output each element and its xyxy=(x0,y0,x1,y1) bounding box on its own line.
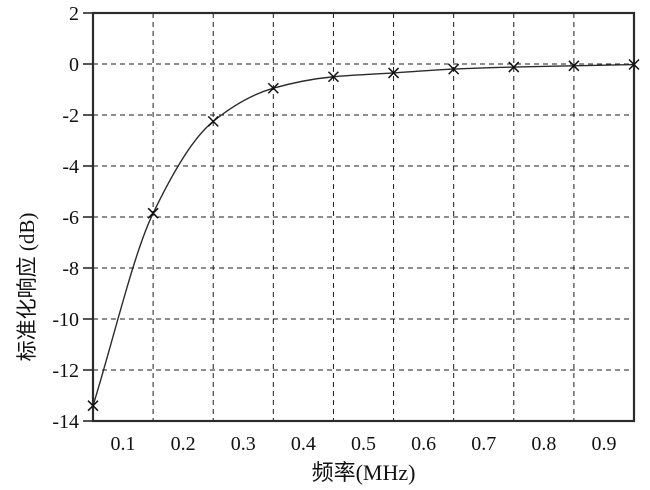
y-tick-label: -6 xyxy=(62,207,79,229)
x-tick-label: 0.1 xyxy=(111,433,136,455)
x-tick-label: 0.4 xyxy=(291,433,316,455)
y-tick-label: 0 xyxy=(69,54,79,76)
data-point-marker xyxy=(568,60,580,72)
x-tick-label: 0.9 xyxy=(591,433,616,455)
data-point-marker xyxy=(87,400,99,412)
y-tick-label: -12 xyxy=(52,360,79,382)
x-tick-label: 0.6 xyxy=(411,433,436,455)
y-tick-label: -2 xyxy=(62,105,79,127)
y-tick-label: -14 xyxy=(52,411,79,433)
data-point-marker xyxy=(267,82,279,94)
x-tick-label: 0.8 xyxy=(531,433,556,455)
data-point-marker xyxy=(207,115,219,127)
y-tick-label: -10 xyxy=(52,309,79,331)
x-tick-label: 0.7 xyxy=(471,433,496,455)
data-point-marker xyxy=(448,63,460,75)
y-tick-label: -4 xyxy=(62,156,79,178)
y-tick-label: 2 xyxy=(69,3,79,25)
data-point-marker xyxy=(147,207,159,219)
response-curve xyxy=(92,63,635,406)
y-axis-title: 标准化响应 (dB) xyxy=(15,212,39,362)
y-tick-label: -8 xyxy=(62,258,79,280)
data-point-marker xyxy=(628,58,640,71)
x-tick-label: 0.5 xyxy=(351,433,376,455)
x-tick-label: 0.2 xyxy=(171,433,196,455)
data-point-marker xyxy=(327,71,339,83)
x-tick-label: 0.3 xyxy=(231,433,256,455)
data-point-marker xyxy=(508,61,520,73)
x-axis-title: 频率(MHz) xyxy=(311,460,416,485)
data-point-marker xyxy=(388,67,400,79)
